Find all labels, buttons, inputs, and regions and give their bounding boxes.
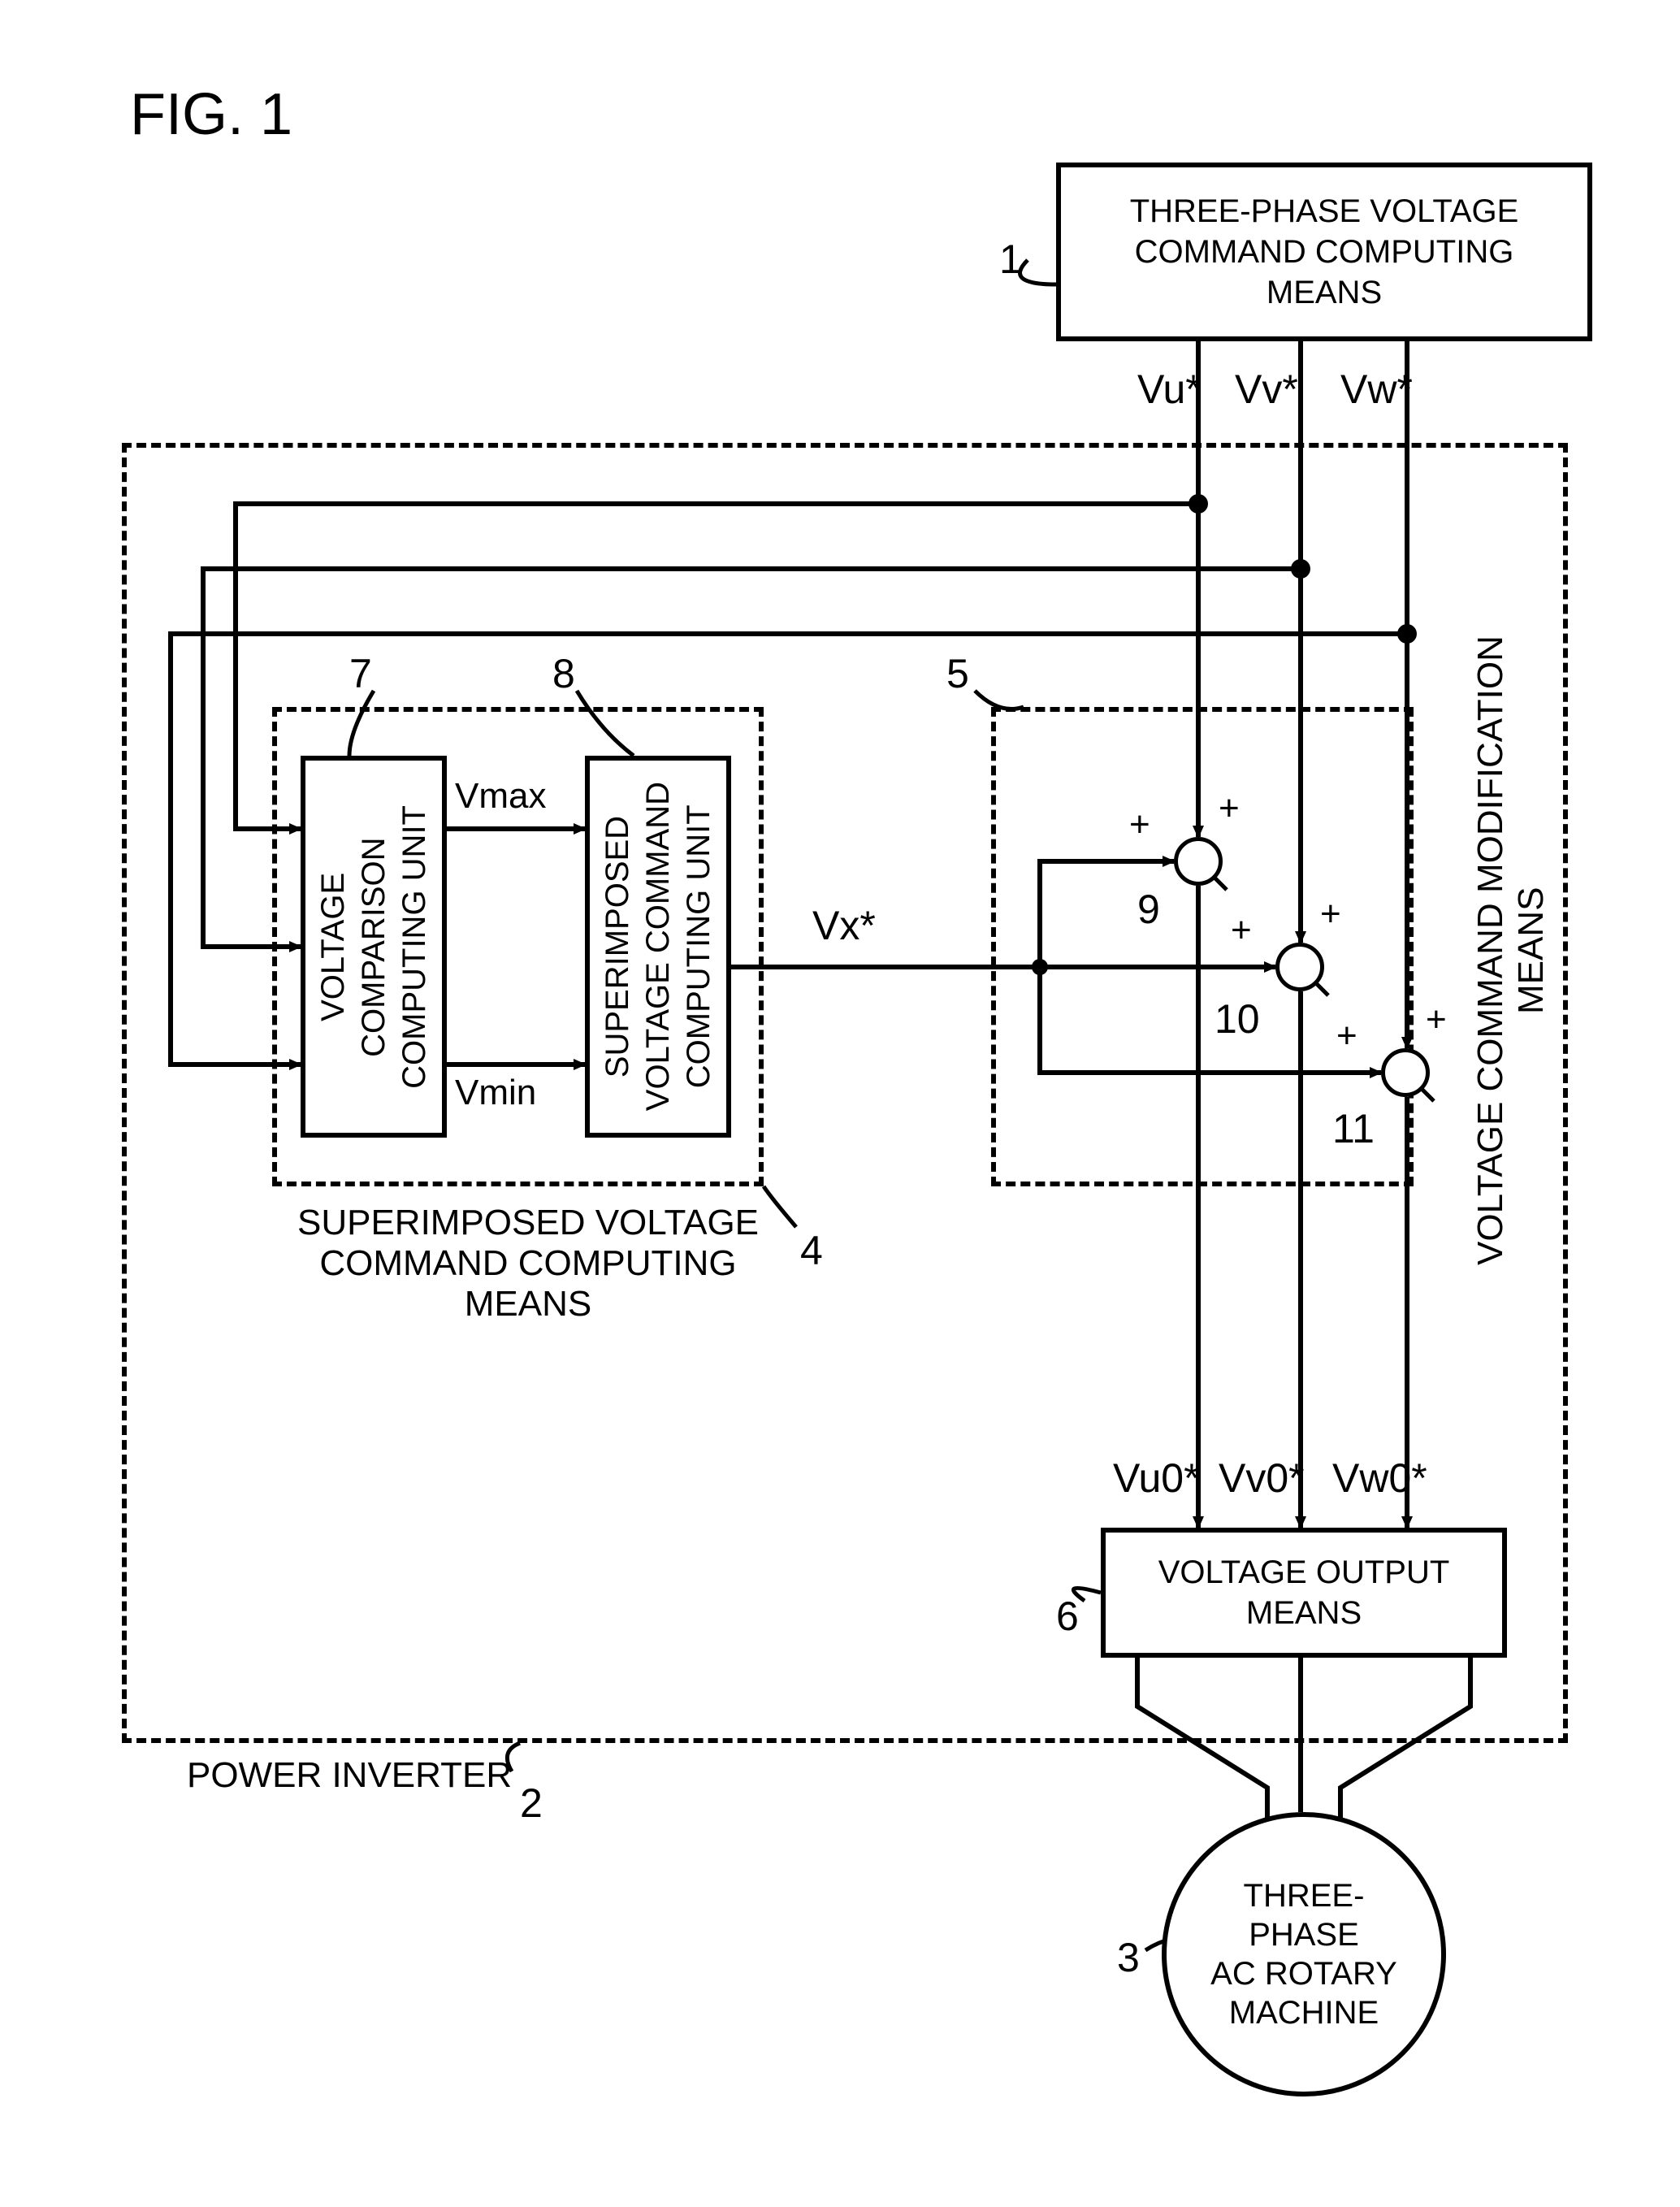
plus-sign: + [1129, 804, 1150, 845]
ref-10: 10 [1215, 995, 1260, 1043]
label-power-inverter: POWER INVERTER [187, 1755, 512, 1796]
summing-junction-9 [1174, 837, 1223, 886]
label-vv: Vv* [1235, 366, 1298, 413]
block-8-text: SUPERIMPOSED VOLTAGE COMMAND COMPUTING U… [597, 782, 719, 1111]
label-vw: Vw* [1340, 366, 1413, 413]
label-vv0: Vv0* [1219, 1455, 1305, 1502]
block-voltage-output-means: VOLTAGE OUTPUT MEANS [1101, 1528, 1507, 1658]
plus-sign: + [1320, 894, 1341, 934]
block-1-text: THREE-PHASE VOLTAGE COMMAND COMPUTING ME… [1130, 191, 1519, 313]
summing-junction-10 [1275, 943, 1324, 991]
label-vx: Vx* [812, 902, 876, 949]
label-vmax: Vmax [455, 776, 546, 817]
page: FIG. 1 [0, 0, 1680, 2207]
ref-8: 8 [552, 650, 575, 697]
block-6-text: VOLTAGE OUTPUT MEANS [1158, 1552, 1450, 1633]
block-voltage-comparison-computing-unit: VOLTAGE COMPARISON COMPUTING UNIT [301, 756, 447, 1138]
ref-3: 3 [1117, 1934, 1140, 1981]
ref-5: 5 [946, 650, 969, 697]
ref-11: 11 [1332, 1105, 1375, 1152]
ref-4: 4 [800, 1227, 823, 1274]
plus-sign: + [1426, 999, 1447, 1040]
label-vu0: Vu0* [1113, 1455, 1200, 1502]
block-7-text: VOLTAGE COMPARISON COMPUTING UNIT [313, 805, 435, 1089]
label-voltage-command-modification-means: VOLTAGE COMMAND MODIFICATION MEANS [1470, 585, 1552, 1316]
block-superimposed-voltage-command-computing-unit: SUPERIMPOSED VOLTAGE COMMAND COMPUTING U… [585, 756, 731, 1138]
ref-2: 2 [520, 1780, 543, 1827]
plus-sign: + [1231, 910, 1252, 951]
ref-7: 7 [349, 650, 372, 697]
label-vmin: Vmin [455, 1073, 536, 1113]
label-superimposed-means: SUPERIMPOSED VOLTAGE COMMAND COMPUTING M… [284, 1203, 772, 1325]
summing-junction-11 [1381, 1048, 1430, 1097]
ref-6: 6 [1056, 1593, 1079, 1640]
block-3-text: THREE- PHASE AC ROTARY MACHINE [1210, 1876, 1397, 2032]
plus-sign: + [1219, 788, 1240, 829]
block-three-phase-ac-rotary-machine: THREE- PHASE AC ROTARY MACHINE [1162, 1812, 1446, 2096]
ref-1: 1 [999, 236, 1022, 283]
ref-9: 9 [1137, 886, 1160, 933]
plus-sign: + [1336, 1016, 1357, 1056]
label-vw0: Vw0* [1332, 1455, 1427, 1502]
block-three-phase-voltage-command-computing-means: THREE-PHASE VOLTAGE COMMAND COMPUTING ME… [1056, 163, 1592, 341]
label-vu: Vu* [1137, 366, 1202, 413]
